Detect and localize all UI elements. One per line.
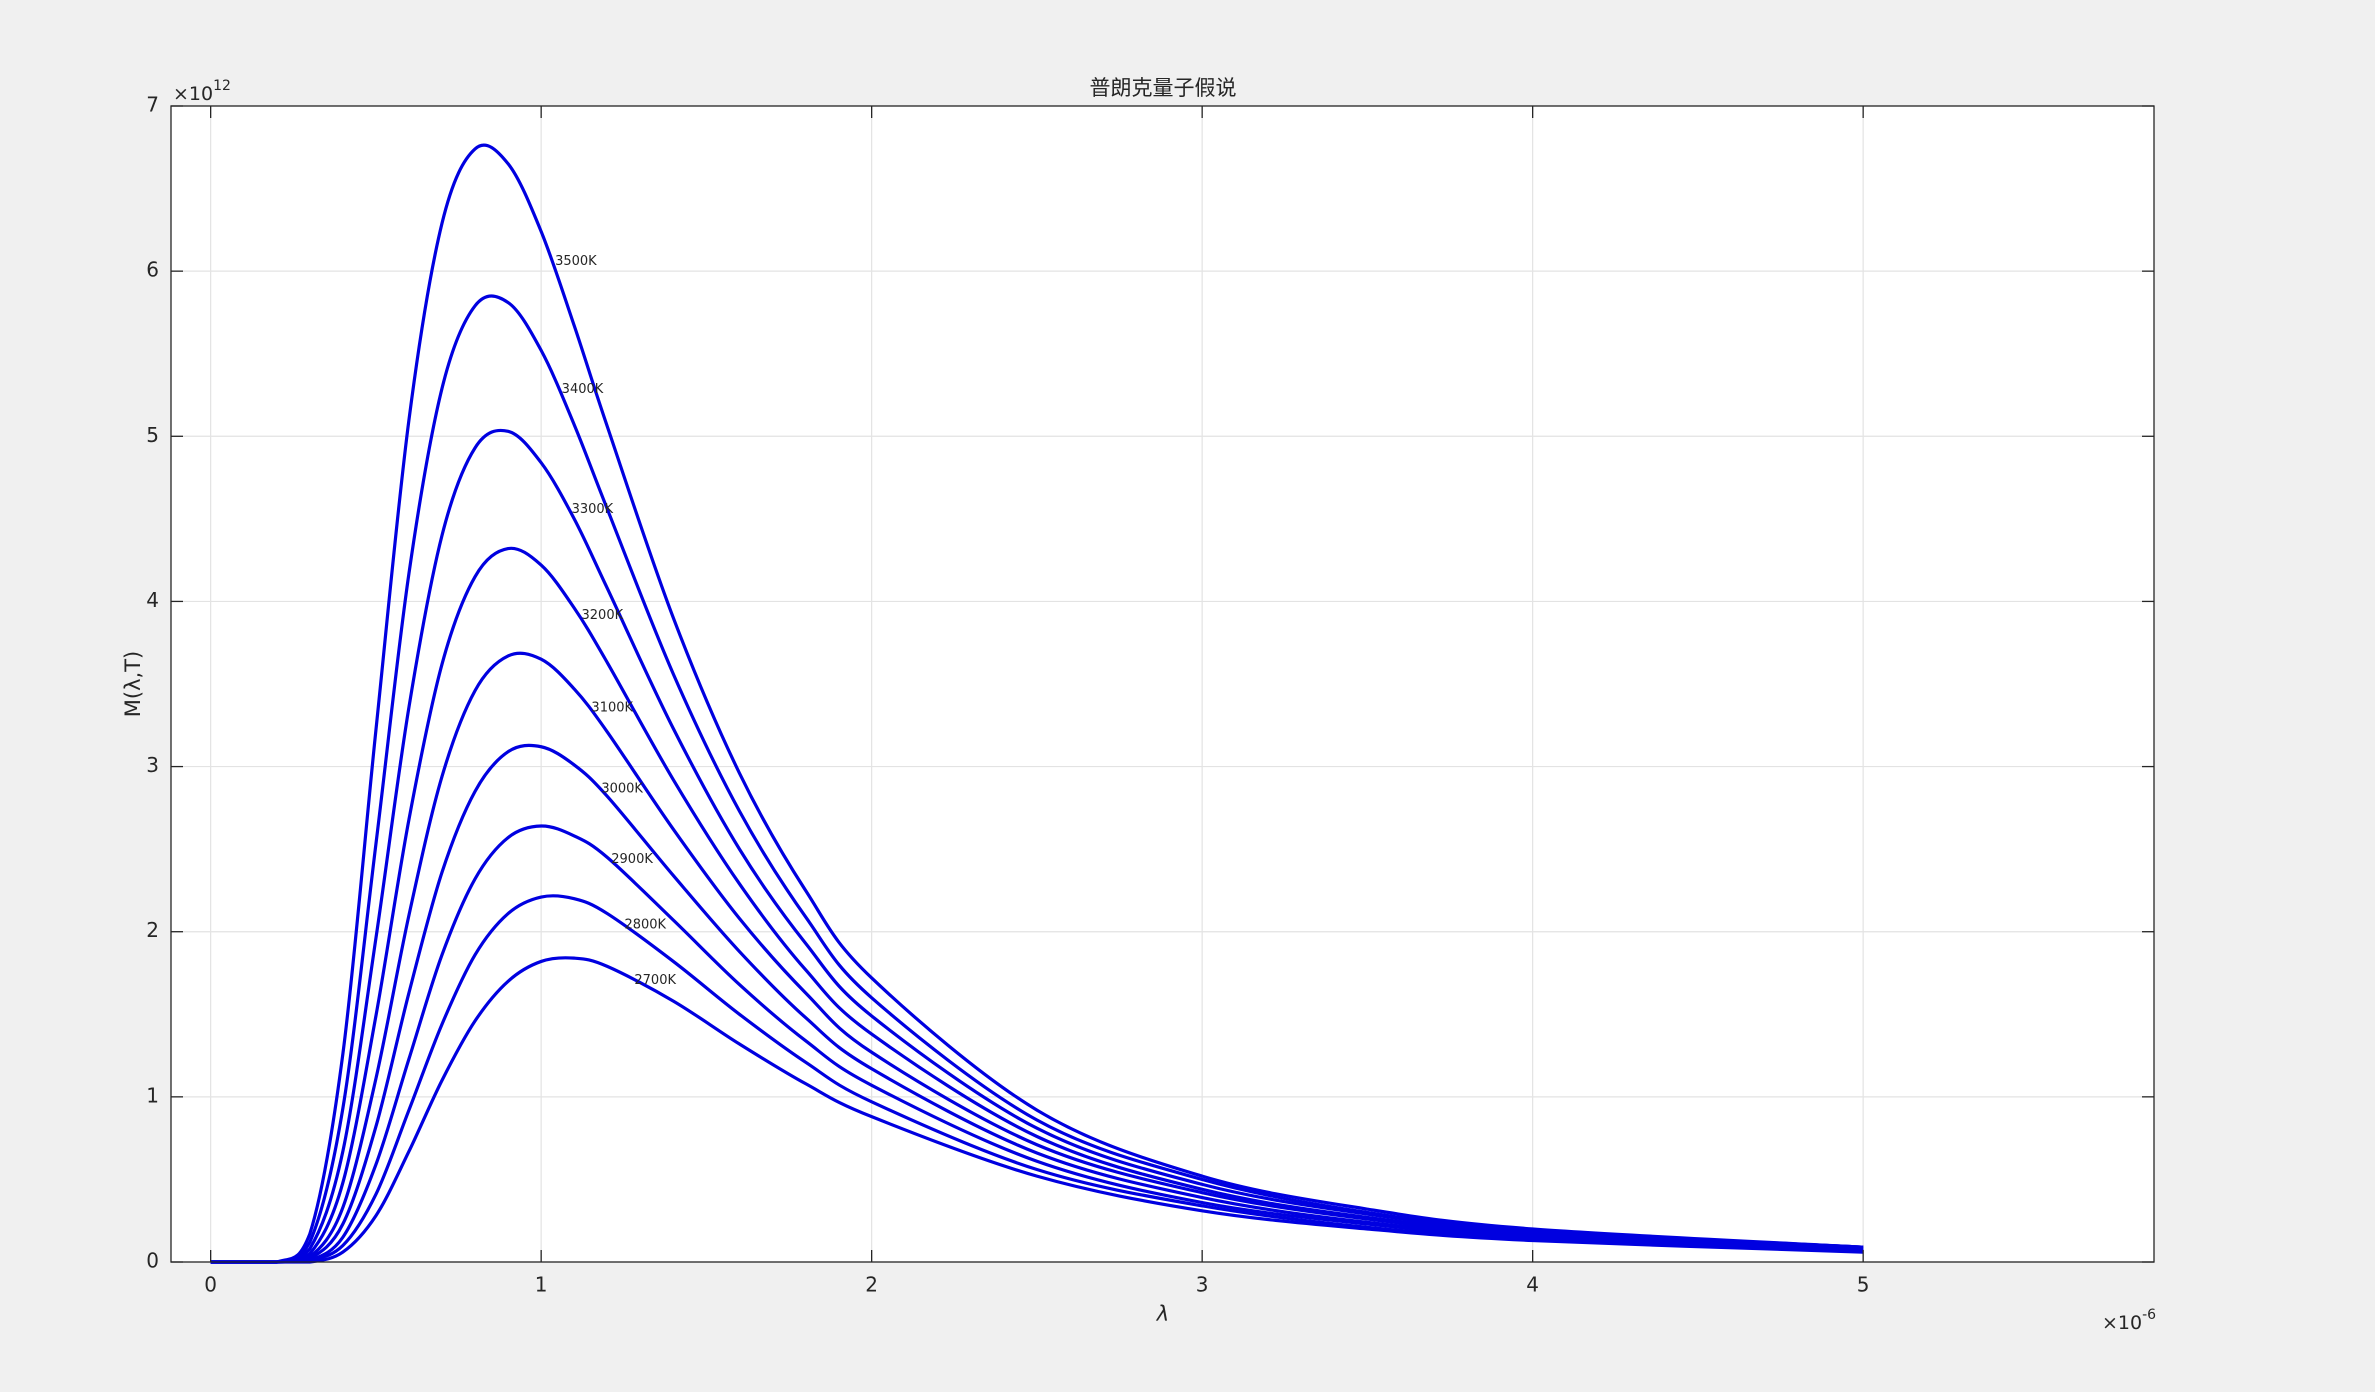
y-axis-label: M(λ,T) — [121, 651, 145, 717]
x-tick-label: 5 — [1857, 1273, 1870, 1297]
y-tick-label: 0 — [146, 1249, 159, 1273]
y-tick-label: 2 — [146, 918, 159, 942]
y-tick-label: 3 — [146, 753, 159, 777]
series-label: 2900K — [611, 852, 653, 867]
series-line — [210, 651, 1864, 1264]
series-label: 2800K — [624, 918, 666, 933]
series-line — [210, 546, 1864, 1264]
y-tick-label: 4 — [146, 588, 159, 612]
x-tick-label: 1 — [535, 1273, 548, 1297]
chart-title: 普朗克量子假说 — [1090, 76, 1237, 100]
axes-box — [170, 105, 2155, 1263]
x-exponent: ×10-6 — [2102, 1307, 2156, 1334]
y-tick-label: 6 — [146, 258, 159, 282]
x-tick-label: 0 — [204, 1273, 217, 1297]
y-exponent-base: ×10 — [173, 83, 213, 105]
plot-area — [171, 106, 2154, 1262]
x-exponent-base: ×10 — [2102, 1312, 2142, 1334]
x-exponent-power: -6 — [2142, 1307, 2156, 1323]
series-label: 3400K — [562, 382, 604, 397]
series-line — [210, 956, 1864, 1264]
x-tick-label: 3 — [1196, 1273, 1209, 1297]
lines: 3500K 3400K 3300K 3200K 3100K 3000K 2900K 2800K… — [210, 143, 1864, 1264]
series-label: 2700K — [634, 973, 676, 988]
y-tick-label: 5 — [146, 423, 159, 447]
series-label: 3200K — [582, 608, 624, 623]
series-line — [210, 743, 1864, 1264]
series-label: 3000K — [601, 781, 643, 796]
ticks: 0 1 2 3 4 5 0 1 2 3 4 5 6 7 — [146, 93, 2154, 1297]
series-label: 3300K — [572, 502, 614, 517]
x-axis-label: λ — [1156, 1302, 1169, 1326]
x-tick-label: 2 — [865, 1273, 878, 1297]
series-line — [210, 143, 1864, 1264]
series-line — [210, 428, 1864, 1264]
series-line — [210, 894, 1864, 1264]
series-line — [210, 294, 1864, 1264]
y-tick-label: 1 — [146, 1083, 159, 1107]
y-exponent-power: 12 — [213, 78, 231, 94]
x-tick-label: 4 — [1526, 1273, 1539, 1297]
series-line — [210, 824, 1864, 1264]
series-label: 3100K — [591, 701, 633, 716]
y-exponent: ×1012 — [173, 78, 231, 105]
series-label: 3500K — [555, 254, 597, 269]
y-tick-label: 7 — [146, 93, 159, 117]
